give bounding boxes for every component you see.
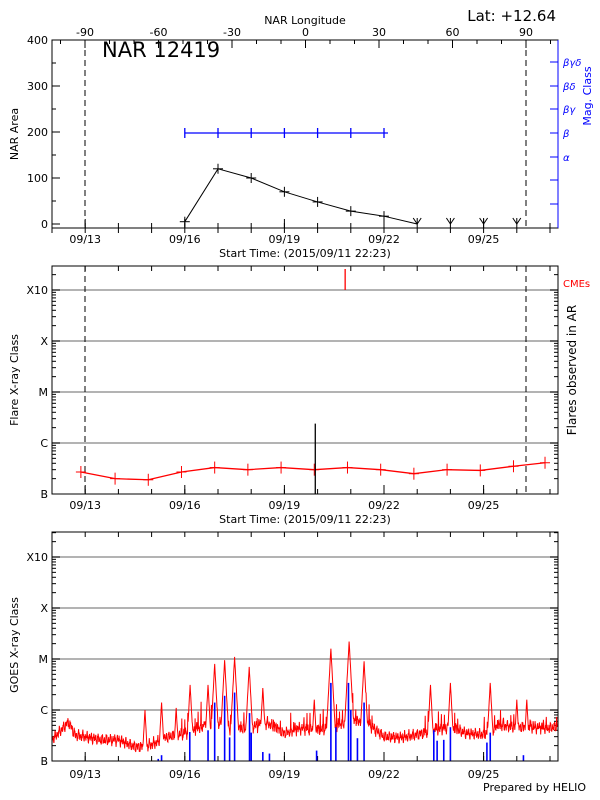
mag-class-tick-label: βγ bbox=[562, 105, 576, 116]
x-tick-label: 09/25 bbox=[468, 768, 500, 781]
region-title: NAR 12419 bbox=[102, 38, 220, 62]
lon-tick-label: -30 bbox=[223, 26, 241, 39]
flare-panel: B C M X X10 09/13 09/16 09/19 09/22 09/25 bbox=[26, 265, 559, 512]
area-panel: 0 100 200 300 400 -90 -60 -30 0 30 60 90 09/13 09/16 0… bbox=[27, 26, 581, 246]
y-tick-label: B bbox=[40, 755, 48, 768]
longitude-axis-title: NAR Longitude bbox=[264, 14, 346, 27]
plot-frame bbox=[51, 265, 559, 495]
y-tick-label: C bbox=[40, 704, 48, 717]
y-tick-label: X10 bbox=[26, 551, 48, 564]
goes-y-label: GOES X-ray Class bbox=[8, 597, 21, 693]
goes-panel: B C M X X10 09/13 09/16 09/19 09/22 09/25 bbox=[26, 531, 559, 781]
y-tick-label: C bbox=[40, 437, 48, 450]
x-tick-label: 09/25 bbox=[468, 499, 500, 512]
y-tick-label: X bbox=[40, 602, 48, 615]
y-tick-label: 200 bbox=[27, 126, 48, 139]
lon-tick-label: -90 bbox=[76, 26, 94, 39]
mag-class-tick-label: βγδ bbox=[562, 58, 581, 69]
y-tick-label: X bbox=[40, 335, 48, 348]
mag-class-tick-label: β bbox=[562, 129, 570, 140]
x-tick-label: 09/13 bbox=[69, 768, 101, 781]
x-tick-label: 09/19 bbox=[269, 768, 301, 781]
y-tick-label: B bbox=[40, 488, 48, 501]
y-tick-label: 300 bbox=[27, 80, 48, 93]
x-tick-label: 09/22 bbox=[368, 233, 400, 246]
latitude-label: Lat: +12.64 bbox=[467, 7, 556, 25]
plot-frame bbox=[51, 531, 559, 762]
mag-class-y-label: Mag. Class bbox=[581, 66, 594, 125]
flare-y-label: Flare X-ray Class bbox=[8, 334, 21, 426]
x-tick-label: 09/19 bbox=[269, 499, 301, 512]
lon-tick-label: 0 bbox=[302, 26, 309, 39]
y-tick-label: M bbox=[39, 653, 49, 666]
x-tick-label: 09/13 bbox=[69, 499, 101, 512]
x-tick-label: 09/22 bbox=[368, 499, 400, 512]
goes-flux-line bbox=[51, 641, 559, 753]
x-tick-label: 09/16 bbox=[169, 233, 201, 246]
y-tick-label: M bbox=[39, 386, 49, 399]
cme-label: CMEs bbox=[563, 279, 590, 290]
area-y-label: NAR Area bbox=[8, 108, 21, 160]
lon-tick-label: 90 bbox=[519, 26, 533, 39]
x-tick-label: 09/13 bbox=[69, 233, 101, 246]
area-x-label: Start Time: (2015/09/11 22:23) bbox=[219, 247, 391, 260]
flare-x-label: Start Time: (2015/09/11 22:23) bbox=[219, 513, 391, 526]
background-flux-line bbox=[80, 462, 546, 481]
y-tick-label: 400 bbox=[27, 34, 48, 47]
y-tick-label: X10 bbox=[26, 284, 48, 297]
lon-tick-label: -60 bbox=[150, 26, 168, 39]
x-tick-label: 09/16 bbox=[169, 768, 201, 781]
y-tick-label: 100 bbox=[27, 172, 48, 185]
area-line bbox=[184, 168, 418, 225]
mag-class-tick-label: α bbox=[563, 153, 570, 164]
x-tick-label: 09/22 bbox=[368, 768, 400, 781]
x-tick-label: 09/19 bbox=[269, 233, 301, 246]
x-tick-label: 09/25 bbox=[468, 233, 500, 246]
lon-tick-label: 30 bbox=[372, 26, 386, 39]
x-tick-label: 09/16 bbox=[169, 499, 201, 512]
lon-tick-label: 60 bbox=[446, 26, 460, 39]
y-tick-label: 0 bbox=[41, 218, 48, 231]
mag-class-tick-label: βδ bbox=[562, 82, 576, 93]
footer-credit: Prepared by HELIO bbox=[483, 781, 586, 794]
flares-observed-label: Flares observed in AR bbox=[565, 305, 579, 435]
plot-frame bbox=[51, 39, 559, 229]
